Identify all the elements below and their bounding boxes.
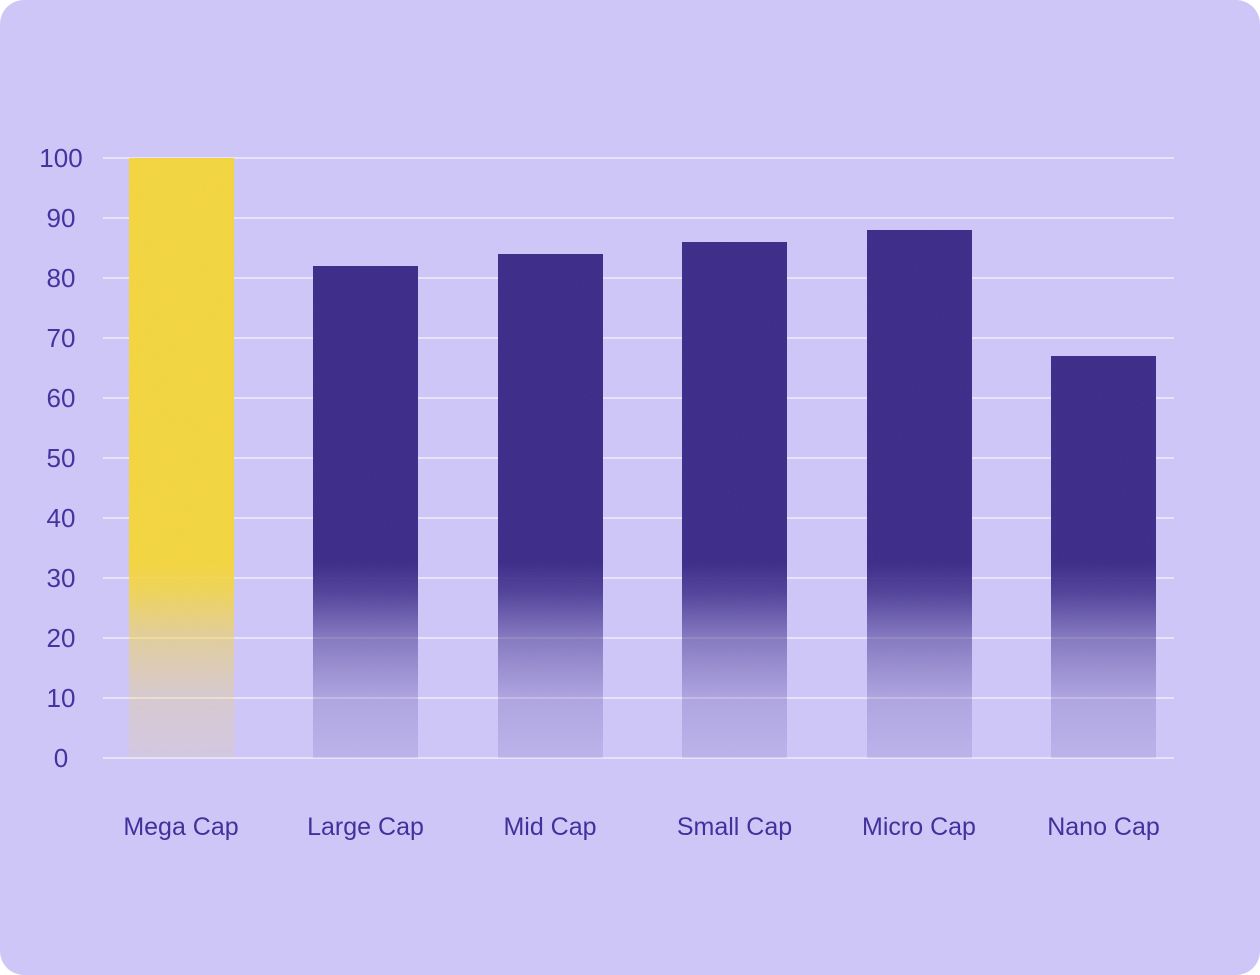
gridline <box>103 337 1174 339</box>
grain-texture <box>313 266 418 758</box>
x-category-label: Micro Cap <box>862 813 976 841</box>
x-category-label: Nano Cap <box>1047 813 1160 841</box>
bar-nano-cap <box>1051 356 1156 758</box>
y-tick-label: 90 <box>46 203 76 233</box>
y-tick-label: 100 <box>39 143 83 173</box>
x-category-label: Mega Cap <box>123 813 239 841</box>
y-tick-label: 30 <box>46 563 76 593</box>
x-category-label: Mid Cap <box>503 813 597 841</box>
bar-large-cap <box>313 266 418 758</box>
y-tick-label: 40 <box>46 503 76 533</box>
bar-mid-cap <box>497 254 603 758</box>
y-tick-label: 80 <box>46 263 76 293</box>
y-tick-label: 0 <box>53 743 69 773</box>
grain-texture <box>128 158 234 758</box>
y-tick-label: 20 <box>46 623 76 653</box>
x-category-label: Small Cap <box>676 813 793 841</box>
gridline <box>103 397 1174 399</box>
grain-texture <box>497 254 603 758</box>
bar-micro-cap <box>866 230 972 758</box>
y-tick-label: 50 <box>46 443 76 473</box>
bar-mega-cap <box>128 158 234 758</box>
gridline <box>103 157 1174 159</box>
bar-small-cap <box>682 242 787 758</box>
y-tick-label: 10 <box>46 683 76 713</box>
gridline <box>103 517 1174 519</box>
gridline <box>103 757 1174 759</box>
y-tick-label: 70 <box>46 323 76 353</box>
gridline <box>103 637 1174 639</box>
gridline <box>103 577 1174 579</box>
grain-texture <box>1051 356 1156 758</box>
gridline <box>103 697 1174 699</box>
gridline <box>103 217 1174 219</box>
grain-texture <box>682 242 787 758</box>
y-tick-label: 60 <box>46 383 76 413</box>
x-category-label: Large Cap <box>307 813 424 841</box>
gridline <box>103 277 1174 279</box>
gridline <box>103 457 1174 459</box>
grain-texture <box>866 230 972 758</box>
